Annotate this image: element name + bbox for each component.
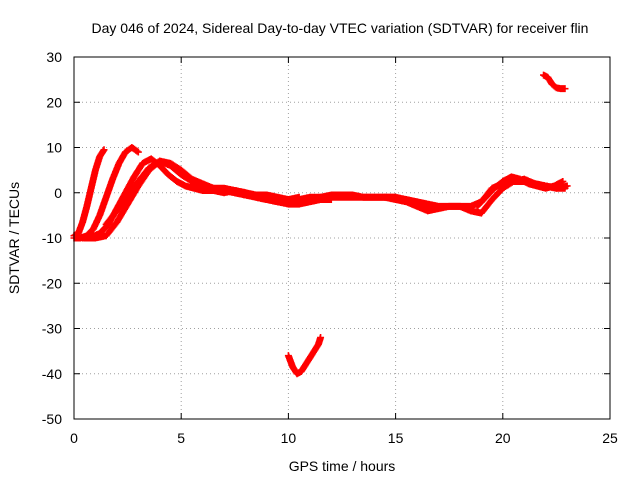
x-tick-label: 5 bbox=[177, 430, 185, 446]
tick-labels: 0 5 10 15 20 25 -50 -40 -30 -20 -10 0 10 20 30 bbox=[42, 49, 618, 446]
series-marks bbox=[284, 334, 325, 378]
data-points bbox=[70, 71, 571, 378]
series-marks bbox=[473, 173, 567, 210]
series-arc-10 bbox=[540, 71, 569, 93]
series-marks bbox=[381, 175, 569, 217]
x-tick-label: 15 bbox=[388, 430, 404, 446]
series-arc-8 bbox=[473, 173, 567, 210]
y-tick-label: -10 bbox=[42, 230, 62, 246]
y-tick-label: -50 bbox=[42, 411, 62, 427]
y-tick-label: 0 bbox=[54, 185, 62, 201]
grid bbox=[74, 57, 610, 419]
series-marks bbox=[540, 71, 569, 93]
y-axis-label: SDTVAR / TECUs bbox=[6, 182, 22, 294]
x-tick-label: 0 bbox=[70, 430, 78, 446]
x-axis-label: GPS time / hours bbox=[289, 458, 396, 474]
series-arc-9 bbox=[284, 334, 325, 378]
y-tick-label: -30 bbox=[42, 321, 62, 337]
x-tick-label: 20 bbox=[495, 430, 511, 446]
x-tick-label: 25 bbox=[602, 430, 618, 446]
plot-frame bbox=[73, 56, 611, 420]
y-tick-label: 30 bbox=[46, 49, 62, 65]
y-tick-label: 10 bbox=[46, 140, 62, 156]
x-tick-label: 10 bbox=[281, 430, 297, 446]
series-arc-7 bbox=[381, 175, 569, 217]
chart-title: Day 046 of 2024, Sidereal Day-to-day VTE… bbox=[92, 20, 589, 36]
y-tick-label: 20 bbox=[46, 94, 62, 110]
y-tick-label: -20 bbox=[42, 275, 62, 291]
y-tick-label: -40 bbox=[42, 366, 62, 382]
